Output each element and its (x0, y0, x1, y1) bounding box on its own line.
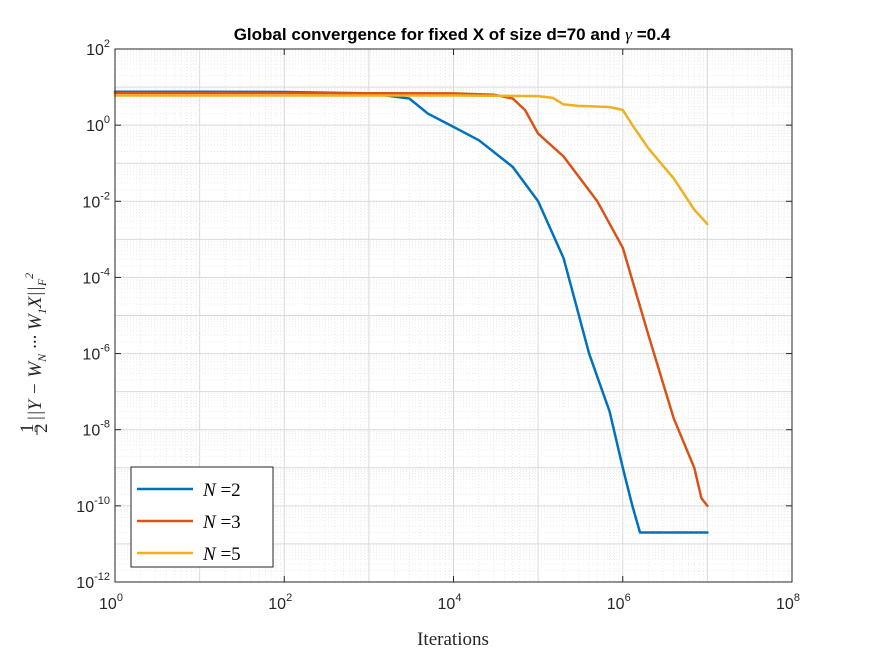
legend-label-2: N =3 (202, 512, 241, 533)
x-tick-label: 108 (776, 592, 800, 613)
y-axis-label: 1 2 ||Y − WN ··· W1X||F2 (17, 273, 52, 435)
legend: N =2 N =3 N =5 (130, 466, 274, 568)
y-tick-labels: 10-12 10-10 10-8 10-6 10-4 10-2 100 102 (76, 38, 110, 592)
tick-marks (114, 48, 793, 583)
legend-label-3: N =5 (202, 544, 241, 565)
x-tick-label: 100 (99, 592, 123, 613)
x-tick-label: 104 (438, 592, 462, 613)
y-label-frac-den: 2 (31, 424, 52, 434)
y-tick-label: 10-2 (82, 190, 110, 211)
y-tick-label: 10-10 (76, 495, 110, 516)
x-axis-label: Iterations (417, 629, 489, 650)
x-tick-label: 106 (607, 592, 631, 613)
y-label-body: ||Y − WN ··· W1X||F2 (22, 273, 49, 421)
series-line-3 (113, 94, 709, 226)
y-tick-label: 10-4 (82, 266, 110, 287)
series-line-2 (113, 91, 709, 508)
y-tick-label: 10-6 (82, 343, 110, 364)
legend-label-1: N =2 (202, 480, 241, 501)
y-label-frac-num: 1 (17, 424, 38, 434)
title-suffix: =0.4 (632, 25, 671, 44)
legend-box (130, 466, 274, 568)
y-tick-label: 10-12 (76, 571, 110, 592)
y-tick-label: 10-8 (82, 419, 110, 440)
y-tick-label: 102 (86, 38, 110, 59)
series-lines (113, 90, 709, 534)
title-prefix: Global convergence for fixed X of size d… (234, 25, 626, 44)
x-tick-label: 102 (268, 592, 292, 613)
x-tick-labels: 100 102 104 106 108 (99, 592, 800, 613)
title-symbol: γ (625, 25, 633, 44)
y-tick-label: 100 (86, 114, 110, 135)
chart-title: Global convergence for fixed X of size d… (234, 25, 671, 44)
